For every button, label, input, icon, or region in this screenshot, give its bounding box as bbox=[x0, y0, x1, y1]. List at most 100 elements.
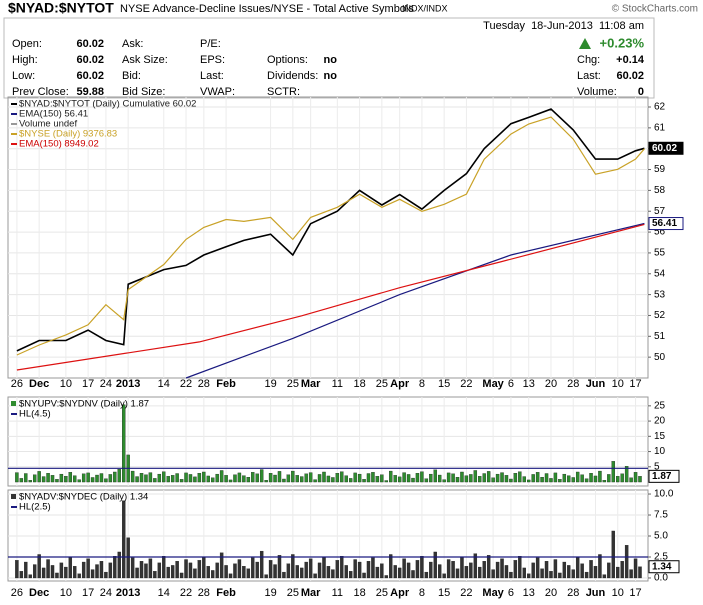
bar bbox=[446, 472, 451, 483]
quote-label: Last: bbox=[577, 70, 601, 82]
bar bbox=[429, 561, 433, 579]
quote-value: 60.02 bbox=[76, 38, 104, 50]
bar bbox=[380, 474, 384, 483]
bar bbox=[304, 561, 308, 579]
x-tick-label: 28 bbox=[198, 587, 210, 599]
bar bbox=[611, 461, 615, 483]
x-tick-label: 22 bbox=[180, 378, 192, 390]
bar bbox=[41, 567, 46, 579]
quote-label: Low: bbox=[12, 70, 35, 82]
bar bbox=[55, 572, 59, 579]
bar bbox=[273, 564, 277, 579]
bar bbox=[295, 565, 299, 579]
x-tick-label: 24 bbox=[100, 378, 112, 390]
bar bbox=[68, 472, 73, 483]
bar bbox=[335, 473, 340, 483]
bar bbox=[553, 472, 558, 483]
x-tick-label: May bbox=[482, 587, 504, 599]
x-tick-label: 18 bbox=[353, 378, 365, 390]
bar bbox=[384, 575, 389, 579]
bar bbox=[478, 476, 482, 483]
x-tick-label: 15 bbox=[438, 378, 450, 390]
bar bbox=[633, 472, 638, 483]
x-tick-label: Dec bbox=[29, 378, 49, 390]
bar bbox=[553, 559, 558, 579]
bar bbox=[455, 477, 460, 483]
bar bbox=[624, 466, 629, 483]
bar bbox=[228, 573, 233, 579]
bar bbox=[233, 474, 237, 483]
bar bbox=[366, 473, 371, 483]
bar bbox=[638, 566, 642, 579]
bar bbox=[348, 571, 353, 579]
bar bbox=[184, 559, 188, 579]
bar bbox=[50, 475, 55, 483]
bar bbox=[584, 571, 589, 579]
bar bbox=[389, 554, 393, 579]
bar bbox=[215, 473, 219, 483]
bar bbox=[580, 563, 584, 579]
bar bbox=[602, 480, 607, 483]
bar bbox=[157, 562, 162, 579]
bar bbox=[193, 568, 197, 579]
bar bbox=[73, 475, 77, 483]
bar bbox=[344, 565, 348, 579]
bar bbox=[616, 566, 620, 579]
bar bbox=[308, 558, 313, 579]
x-tick-label: 6 bbox=[508, 378, 514, 390]
x-tick-label: Feb bbox=[216, 587, 236, 599]
bar bbox=[126, 537, 130, 579]
bar bbox=[393, 475, 397, 483]
bar bbox=[571, 569, 575, 579]
bar bbox=[473, 470, 478, 483]
bar bbox=[344, 475, 348, 483]
x-tick-label: 25 bbox=[287, 378, 299, 390]
bar bbox=[277, 471, 282, 483]
bar bbox=[571, 477, 575, 483]
y-tick-label: 51 bbox=[654, 331, 666, 342]
quote-label: VWAP: bbox=[200, 86, 235, 98]
last-value-box bbox=[648, 469, 680, 483]
bar bbox=[406, 474, 411, 483]
bar bbox=[130, 557, 135, 579]
bar bbox=[584, 478, 589, 483]
bar bbox=[104, 571, 108, 579]
bar bbox=[37, 471, 41, 483]
bar bbox=[15, 472, 19, 483]
bar bbox=[139, 561, 144, 579]
bar bbox=[41, 476, 46, 483]
bar bbox=[433, 469, 437, 483]
bar bbox=[589, 560, 593, 579]
bar bbox=[371, 472, 375, 483]
bar bbox=[598, 470, 602, 483]
y-tick-label: 54 bbox=[654, 268, 666, 279]
quote-value: 60.02 bbox=[76, 70, 104, 82]
bar bbox=[206, 475, 210, 483]
bar bbox=[202, 471, 206, 483]
bar bbox=[211, 570, 215, 579]
quote-value: 60.02 bbox=[76, 54, 104, 66]
quote-label: Bid Size: bbox=[122, 86, 165, 98]
bar bbox=[202, 556, 206, 579]
legend-label: $NYUPV:$NYDNV (Daily) 1.87 bbox=[19, 399, 149, 410]
x-tick-label: 11 bbox=[332, 587, 343, 599]
bar bbox=[495, 473, 500, 483]
bar bbox=[193, 476, 197, 483]
bar bbox=[495, 561, 500, 579]
bar bbox=[19, 571, 24, 579]
bar bbox=[237, 472, 242, 483]
bar bbox=[357, 473, 362, 483]
bar bbox=[99, 473, 104, 483]
quote-value: no bbox=[324, 70, 338, 82]
bar bbox=[402, 472, 406, 483]
bar bbox=[527, 573, 531, 579]
bar bbox=[340, 471, 344, 483]
bar bbox=[104, 478, 108, 483]
x-tick-label: 22 bbox=[460, 378, 472, 390]
bar bbox=[326, 566, 331, 579]
bar bbox=[228, 479, 233, 483]
quote-value: +0.14 bbox=[616, 54, 645, 66]
bar bbox=[482, 473, 486, 483]
last-value-box bbox=[648, 141, 684, 155]
bar bbox=[153, 478, 157, 483]
